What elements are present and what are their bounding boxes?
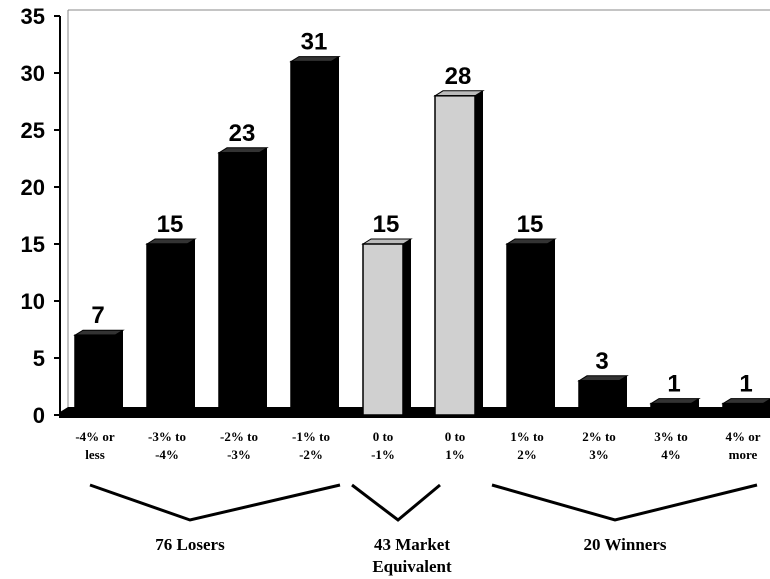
bar — [73, 329, 125, 416]
x-tick-label: 0 to 1% — [445, 429, 466, 462]
y-tick-label: 35 — [21, 4, 45, 29]
value-label: 15 — [157, 211, 184, 238]
group-label: 20 Winners — [584, 535, 667, 554]
x-tick-label: -2% to -3% — [220, 429, 258, 462]
bar — [145, 238, 197, 416]
x-tick-label: -3% to -4% — [148, 429, 186, 462]
value-label: 7 — [91, 302, 104, 329]
x-tick-label: 3% to 4% — [654, 429, 688, 462]
y-tick-label: 5 — [33, 346, 45, 371]
y-tick-label: 30 — [21, 61, 45, 86]
bar — [649, 398, 701, 416]
value-label: 15 — [517, 211, 544, 238]
group-brace — [491, 483, 758, 522]
group-brace — [351, 483, 441, 522]
group-label: 43 Market Equivalent — [372, 535, 452, 576]
bar — [217, 147, 269, 416]
group-brace — [89, 483, 341, 522]
bar — [721, 398, 770, 416]
x-tick-label: 0 to -1% — [371, 429, 395, 462]
x-tick-label: 4% or more — [725, 429, 760, 462]
y-tick-label: 25 — [21, 118, 45, 143]
y-tick-label: 10 — [21, 289, 45, 314]
x-tick-label: -4% or less — [75, 429, 115, 462]
x-tick-label: -1% to -2% — [292, 429, 330, 462]
value-label: 15 — [373, 211, 400, 238]
x-tick-label: 1% to 2% — [510, 429, 544, 462]
value-label: 1 — [739, 371, 752, 398]
bar — [361, 238, 413, 416]
value-label: 1 — [667, 371, 680, 398]
bar — [433, 90, 485, 416]
y-tick-label: 15 — [21, 232, 45, 257]
value-label: 31 — [301, 29, 328, 56]
bar — [577, 375, 629, 416]
value-label: 3 — [595, 348, 608, 375]
y-tick-label: 20 — [21, 175, 45, 200]
value-label: 28 — [445, 63, 472, 90]
bar — [289, 56, 341, 416]
y-tick-label: 0 — [33, 403, 45, 428]
bar — [505, 238, 557, 416]
value-label: 23 — [229, 120, 256, 147]
group-label: 76 Losers — [155, 535, 225, 554]
x-tick-label: 2% to 3% — [582, 429, 616, 462]
